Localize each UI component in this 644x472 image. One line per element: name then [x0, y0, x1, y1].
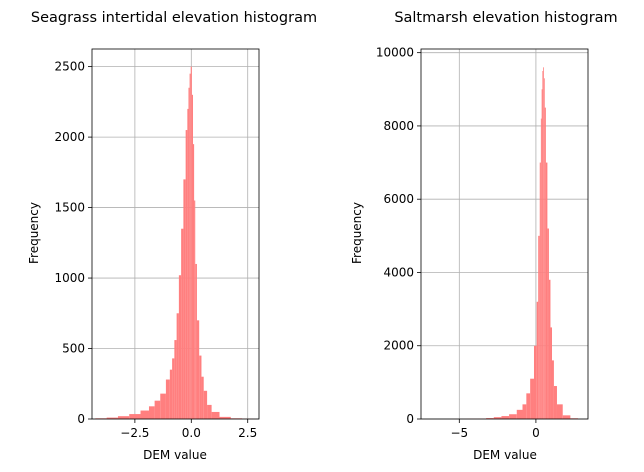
seagrass-bar — [203, 390, 208, 419]
saltmarsh-ytick-label: 4000 — [383, 265, 414, 279]
seagrass-bars — [95, 66, 254, 420]
seagrass-bar — [160, 393, 166, 419]
seagrass-ytick-label: 1500 — [54, 201, 85, 215]
seagrass-ytick-label: 2000 — [54, 130, 85, 144]
saltmarsh-y-axis-label: Frequency — [350, 202, 364, 264]
seagrass-bar — [165, 379, 170, 419]
seagrass-bar — [106, 417, 118, 419]
seagrass-y-ticks: 0 500 1000 1500 2000 2500 — [54, 60, 92, 426]
seagrass-y-axis-label: Frequency — [27, 202, 41, 264]
saltmarsh-bar — [533, 345, 537, 419]
seagrass-chart-title: Seagrass intertidal elevation histogram — [31, 10, 317, 26]
seagrass-bar — [185, 130, 188, 420]
saltmarsh-bar — [540, 118, 542, 420]
saltmarsh-bar — [550, 327, 552, 419]
saltmarsh-bar — [522, 404, 527, 419]
seagrass-bar — [140, 410, 149, 419]
saltmarsh-chart-title: Saltmarsh elevation histogram — [394, 10, 617, 26]
seagrass-bar — [211, 411, 220, 419]
seagrass-bar — [190, 66, 192, 419]
saltmarsh-x-ticks: −5 0 — [450, 419, 540, 440]
saltmarsh-bar — [547, 228, 549, 419]
saltmarsh-bar — [526, 393, 531, 419]
saltmarsh-bar — [544, 107, 546, 419]
saltmarsh-grid — [421, 49, 588, 420]
seagrass-bar — [117, 416, 130, 419]
saltmarsh-bar — [541, 89, 543, 419]
saltmarsh-bar — [545, 162, 548, 419]
saltmarsh-bar — [501, 416, 510, 419]
seagrass-bar — [172, 358, 175, 419]
saltmarsh-y-ticks: 0 2000 4000 6000 8000 10000 — [376, 46, 421, 426]
saltmarsh-bar — [486, 418, 494, 419]
seagrass-bar — [129, 414, 141, 419]
seagrass-bar — [176, 313, 179, 419]
saltmarsh-xtick-label: 0 — [532, 426, 540, 440]
saltmarsh-bar — [551, 360, 554, 419]
seagrass-bar — [199, 355, 202, 419]
seagrass-bar — [183, 179, 186, 419]
seagrass-bar — [219, 416, 231, 419]
saltmarsh-bar — [539, 162, 541, 419]
seagrass-histogram-panel: Seagrass intertidal elevation histogram … — [27, 10, 317, 462]
saltmarsh-bars — [451, 67, 579, 420]
saltmarsh-xtick-label: −5 — [450, 426, 468, 440]
seagrass-x-axis-label: DEM value — [143, 448, 207, 462]
seagrass-ytick-label: 0 — [77, 412, 85, 426]
saltmarsh-bar — [516, 409, 523, 419]
seagrass-ytick-label: 2500 — [54, 60, 85, 74]
saltmarsh-bar — [509, 414, 517, 419]
saltmarsh-ytick-label: 6000 — [383, 192, 414, 206]
saltmarsh-x-axis-label: DEM value — [473, 448, 537, 462]
seagrass-bar — [189, 73, 191, 420]
seagrass-bar — [196, 320, 200, 419]
seagrass-bar — [207, 404, 212, 419]
saltmarsh-bar — [536, 301, 539, 419]
seagrass-bar — [181, 228, 184, 419]
saltmarsh-bar — [553, 386, 557, 419]
seagrass-xtick-label: −2.5 — [120, 426, 149, 440]
seagrass-bar — [154, 400, 161, 419]
seagrass-bar — [148, 406, 155, 419]
saltmarsh-bar — [562, 415, 571, 419]
seagrass-x-ticks: −2.5 0.0 2.5 — [120, 419, 257, 440]
saltmarsh-bar — [542, 70, 544, 420]
saltmarsh-bar — [543, 67, 544, 419]
seagrass-bar — [174, 340, 177, 419]
saltmarsh-bar — [548, 279, 551, 419]
saltmarsh-bar — [530, 378, 534, 419]
saltmarsh-plot-frame — [420, 48, 589, 420]
seagrass-bar — [194, 200, 196, 419]
saltmarsh-ytick-label: 2000 — [383, 339, 414, 353]
seagrass-bar — [191, 94, 193, 420]
seagrass-bar — [169, 369, 173, 419]
saltmarsh-bar — [493, 417, 502, 419]
seagrass-bar — [178, 275, 182, 419]
saltmarsh-ytick-label: 10000 — [376, 46, 414, 60]
seagrass-plot-frame — [91, 48, 260, 420]
saltmarsh-bar — [556, 404, 563, 419]
saltmarsh-bar — [543, 78, 545, 419]
seagrass-ytick-label: 500 — [62, 342, 85, 356]
seagrass-bar — [187, 108, 189, 420]
saltmarsh-bar — [538, 235, 540, 419]
seagrass-bar — [188, 87, 190, 419]
seagrass-bar — [201, 376, 204, 419]
seagrass-bar — [195, 263, 197, 419]
saltmarsh-ytick-label: 0 — [406, 412, 414, 426]
seagrass-xtick-label: 0.0 — [182, 426, 201, 440]
seagrass-xtick-label: 2.5 — [238, 426, 257, 440]
saltmarsh-histogram-panel: Saltmarsh elevation histogram −5 0 0 2000 4… — [350, 10, 618, 462]
seagrass-ytick-label: 1000 — [54, 271, 85, 285]
saltmarsh-ytick-label: 8000 — [383, 119, 414, 133]
seagrass-bar — [192, 144, 195, 419]
